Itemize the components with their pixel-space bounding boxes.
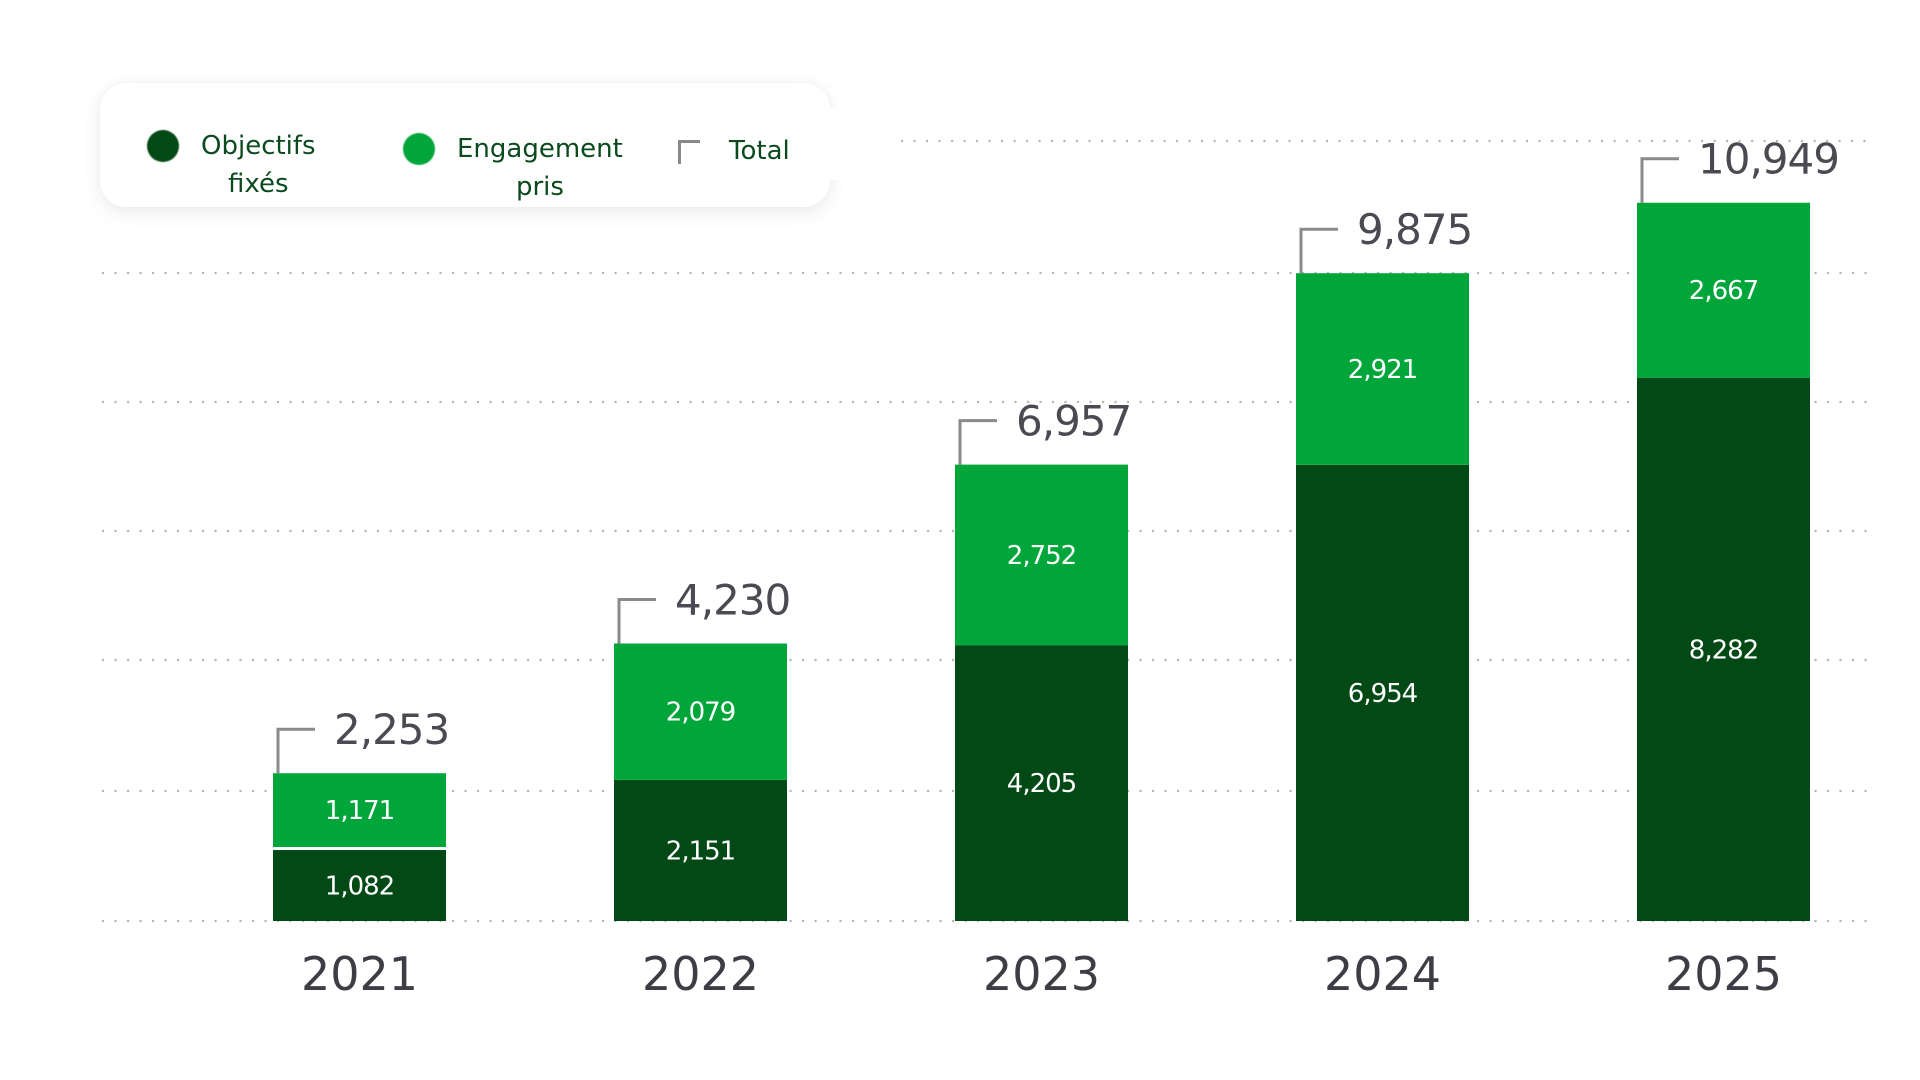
bars	[273, 202, 1810, 921]
legend-item-objectifs: Objectifs fixés	[147, 127, 316, 203]
bar-segment-engagement	[614, 643, 787, 780]
legend-item-engagement: Engagement pris	[403, 130, 623, 206]
total-label: 4,230	[675, 576, 790, 625]
total-bracket-icon	[1299, 227, 1338, 274]
data-label-objectifs: 1,082	[325, 872, 394, 902]
bar-segment-engagement	[1637, 202, 1810, 378]
bar-segment-engagement	[1296, 273, 1469, 465]
legend-label-line2: pris	[515, 172, 564, 202]
x-tick-label: 2021	[301, 947, 418, 1001]
data-label-engagement: 2,667	[1689, 276, 1758, 306]
data-label-engagement: 2,921	[1348, 355, 1417, 385]
light-green-dot-icon	[403, 133, 435, 165]
legend-label: Engagement pris	[457, 130, 623, 206]
data-label-objectifs: 4,205	[1007, 769, 1076, 799]
x-tick-label: 2022	[642, 947, 759, 1001]
data-label-objectifs: 6,954	[1348, 679, 1418, 709]
total-label: 9,875	[1357, 205, 1472, 254]
data-label-engagement: 2,079	[666, 698, 735, 728]
bar-segment-engagement	[955, 464, 1128, 646]
data-label-engagement: 1,171	[325, 796, 394, 826]
x-tick-label: 2025	[1665, 947, 1782, 1001]
legend	[100, 83, 830, 207]
x-axis: 2021 2022 2023 2024 2025	[301, 947, 1782, 1001]
x-tick-label: 2023	[983, 947, 1100, 1001]
data-labels: 1,082 1,171 2,253 2,151 2,079 4,230 4,205 2,752…	[276, 135, 1840, 902]
bar-segment-engagement	[273, 773, 446, 848]
data-label-objectifs: 8,282	[1689, 635, 1758, 665]
legend-label-line1: Engagement	[457, 134, 623, 164]
total-bracket-icon	[958, 419, 997, 465]
data-label-objectifs: 2,151	[666, 836, 735, 866]
legend-extension	[800, 108, 900, 180]
legend-label: Objectifs fixés	[201, 127, 316, 203]
total-bracket-icon	[276, 727, 315, 774]
legend-label-line2: fixés	[228, 169, 289, 199]
dark-green-dot-icon	[147, 130, 179, 162]
x-tick-label: 2024	[1324, 947, 1441, 1001]
bar-segment-objectifs	[955, 645, 1128, 921]
total-label: 6,957	[1016, 397, 1131, 446]
total-bracket-icon	[1640, 157, 1679, 203]
legend-label-line1: Objectifs	[201, 131, 316, 161]
total-label: 10,949	[1698, 135, 1839, 184]
bracket-icon	[678, 140, 700, 164]
bar-segment-objectifs	[273, 850, 446, 921]
total-label: 2,253	[334, 705, 449, 754]
bar-segment-objectifs	[1296, 464, 1469, 921]
bar-segment-objectifs	[614, 779, 787, 921]
total-bracket-icon	[617, 598, 656, 644]
bar-segment-objectifs	[1637, 377, 1810, 921]
legend-label: Total	[729, 136, 790, 166]
legend-item-total: Total	[678, 132, 790, 170]
data-label-engagement: 2,752	[1007, 541, 1076, 571]
